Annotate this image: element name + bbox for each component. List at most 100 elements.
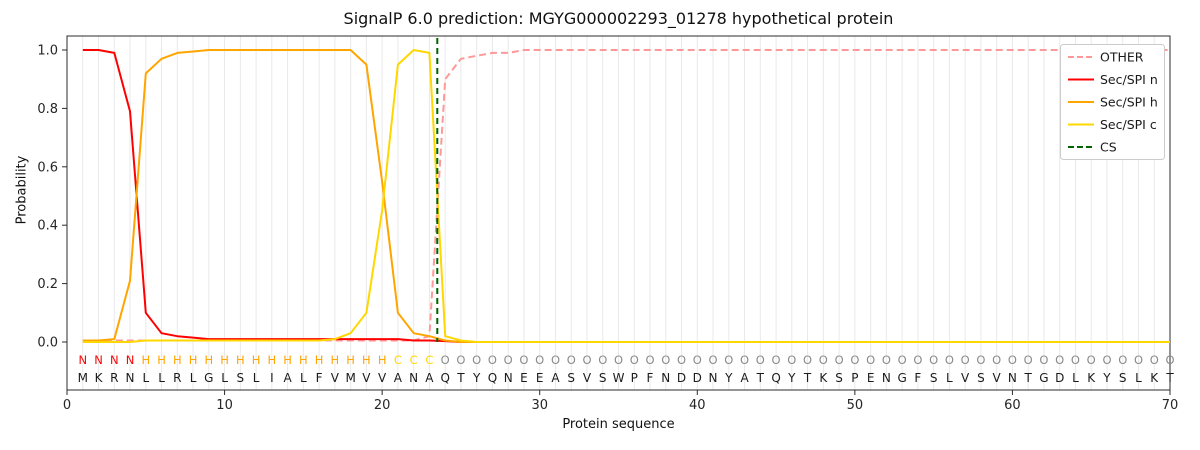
svg-text:O: O <box>976 353 985 367</box>
svg-text:S: S <box>567 371 575 385</box>
svg-text:H: H <box>204 353 213 367</box>
svg-text:L: L <box>1072 371 1079 385</box>
svg-text:Y: Y <box>472 371 481 385</box>
svg-text:D: D <box>1055 371 1064 385</box>
svg-text:H: H <box>299 353 308 367</box>
svg-text:H: H <box>252 353 261 367</box>
svg-text:O: O <box>787 353 796 367</box>
svg-text:0.6: 0.6 <box>37 160 58 175</box>
svg-text:0.4: 0.4 <box>37 219 58 234</box>
svg-text:O: O <box>740 353 749 367</box>
svg-text:K: K <box>819 371 828 385</box>
legend-item-label: CS <box>1100 140 1117 155</box>
svg-text:H: H <box>236 353 245 367</box>
svg-text:H: H <box>268 353 277 367</box>
legend-box <box>1060 44 1165 160</box>
svg-text:O: O <box>898 353 907 367</box>
svg-text:A: A <box>283 371 292 385</box>
svg-text:O: O <box>1134 353 1143 367</box>
svg-text:C: C <box>410 353 418 367</box>
svg-text:T: T <box>1165 371 1174 385</box>
svg-text:Q: Q <box>771 371 780 385</box>
svg-text:Y: Y <box>724 371 733 385</box>
svg-text:K: K <box>1150 371 1159 385</box>
svg-text:H: H <box>141 353 150 367</box>
svg-text:K: K <box>1087 371 1096 385</box>
svg-text:60: 60 <box>1004 398 1021 413</box>
svg-text:O: O <box>992 353 1001 367</box>
svg-text:G: G <box>204 371 213 385</box>
svg-text:O: O <box>1118 353 1127 367</box>
svg-text:O: O <box>472 353 481 367</box>
svg-text:Y: Y <box>1102 371 1111 385</box>
svg-text:O: O <box>803 353 812 367</box>
svg-text:O: O <box>535 353 544 367</box>
svg-text:O: O <box>945 353 954 367</box>
svg-text:F: F <box>647 371 654 385</box>
svg-text:O: O <box>835 353 844 367</box>
svg-text:L: L <box>253 371 260 385</box>
svg-text:10: 10 <box>216 398 233 413</box>
svg-text:N: N <box>94 353 103 367</box>
svg-text:N: N <box>126 371 135 385</box>
svg-text:O: O <box>1165 353 1174 367</box>
svg-text:R: R <box>110 371 118 385</box>
legend-item-label: Sec/SPI h <box>1100 95 1158 110</box>
svg-text:A: A <box>394 371 403 385</box>
svg-text:N: N <box>110 353 119 367</box>
svg-text:O: O <box>756 353 765 367</box>
svg-text:O: O <box>1102 353 1111 367</box>
svg-text:O: O <box>724 353 733 367</box>
svg-text:H: H <box>283 353 292 367</box>
svg-text:O: O <box>882 353 891 367</box>
svg-text:H: H <box>362 353 371 367</box>
svg-text:O: O <box>677 353 686 367</box>
svg-text:O: O <box>504 353 513 367</box>
svg-text:O: O <box>819 353 828 367</box>
y-axis-ticks: 0.0 0.2 0.4 0.6 0.8 1.0 <box>37 44 67 351</box>
svg-text:H: H <box>157 353 166 367</box>
svg-text:N: N <box>661 371 670 385</box>
svg-text:N: N <box>409 371 418 385</box>
svg-text:L: L <box>946 371 953 385</box>
svg-text:O: O <box>961 353 970 367</box>
svg-text:N: N <box>504 371 513 385</box>
svg-text:0.8: 0.8 <box>37 102 58 117</box>
svg-text:O: O <box>582 353 591 367</box>
svg-text:S: S <box>930 371 938 385</box>
svg-text:O: O <box>1087 353 1096 367</box>
svg-text:V: V <box>961 371 970 385</box>
svg-text:O: O <box>1008 353 1017 367</box>
svg-text:O: O <box>1071 353 1080 367</box>
legend: OTHER Sec/SPI n Sec/SPI h Sec/SPI c CS <box>1060 44 1165 160</box>
svg-text:M: M <box>345 371 355 385</box>
svg-text:A: A <box>551 371 560 385</box>
svg-text:S: S <box>977 371 985 385</box>
svg-text:O: O <box>693 353 702 367</box>
svg-text:70: 70 <box>1162 398 1179 413</box>
svg-text:F: F <box>316 371 323 385</box>
svg-text:O: O <box>661 353 670 367</box>
svg-text:F: F <box>914 371 921 385</box>
svg-text:20: 20 <box>374 398 391 413</box>
svg-text:O: O <box>1039 353 1048 367</box>
svg-text:O: O <box>1024 353 1033 367</box>
svg-text:O: O <box>519 353 528 367</box>
svg-text:O: O <box>614 353 623 367</box>
svg-text:40: 40 <box>689 398 706 413</box>
svg-text:50: 50 <box>847 398 864 413</box>
svg-text:S: S <box>835 371 843 385</box>
svg-text:O: O <box>488 353 497 367</box>
svg-text:H: H <box>173 353 182 367</box>
svg-text:O: O <box>645 353 654 367</box>
x-axis-ticks: 0 10 20 30 40 50 60 70 <box>63 390 1178 413</box>
legend-item-label: Sec/SPI c <box>1100 117 1157 132</box>
svg-text:L: L <box>190 371 197 385</box>
svg-text:E: E <box>536 371 544 385</box>
svg-text:I: I <box>270 371 274 385</box>
svg-text:N: N <box>126 353 135 367</box>
svg-text:A: A <box>740 371 749 385</box>
